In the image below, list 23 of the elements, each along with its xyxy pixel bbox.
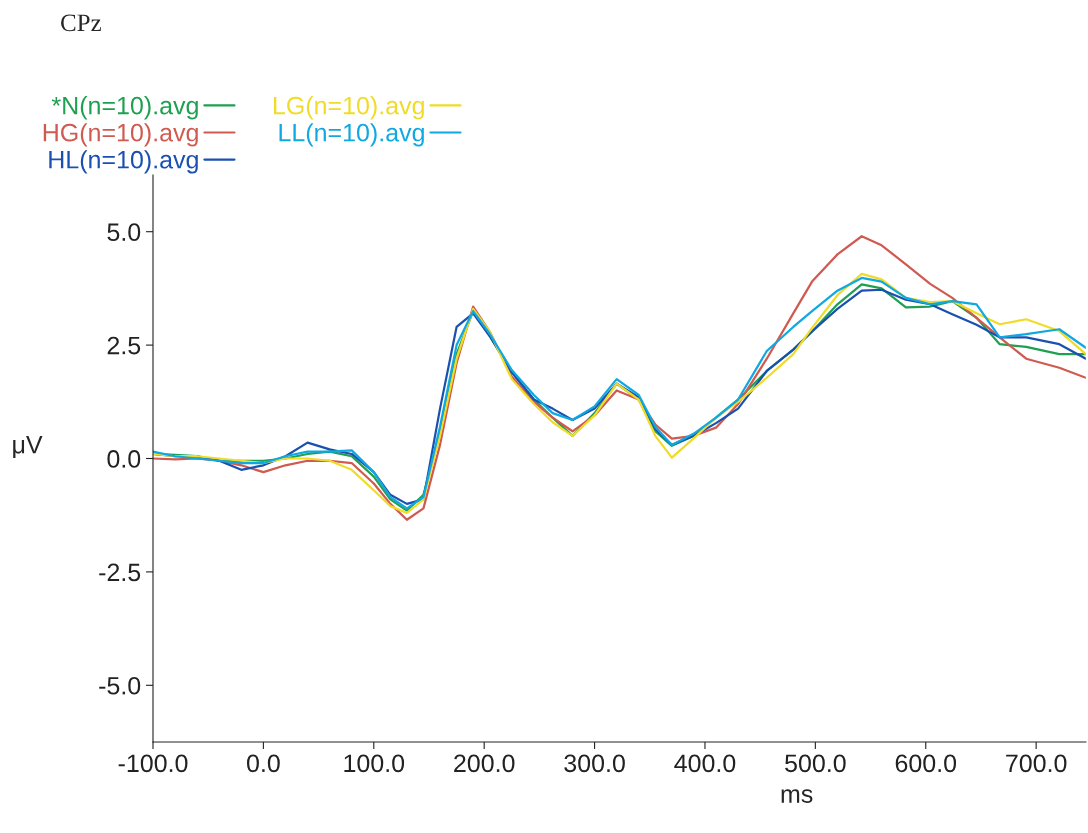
x-tick-label: 700.0	[1006, 754, 1067, 773]
y-tick-label: 0.0	[107, 450, 141, 468]
legend-label: LG(n=10).avg	[273, 96, 424, 120]
y-tick-label: 5.0	[107, 223, 141, 241]
x-tick-label: 500.0	[785, 754, 846, 773]
x-tick-label: 400.0	[674, 754, 736, 773]
legend-label: HG(n=10).avg	[43, 123, 198, 147]
x-tick-label: -100.0	[118, 754, 188, 773]
x-tick-label: 0.0	[246, 754, 280, 773]
x-tick-label: 300.0	[564, 754, 625, 773]
chart-title: CPz	[61, 14, 101, 32]
y-axis-title: μV	[13, 436, 43, 459]
legend-label: HL(n=10).avg	[49, 150, 198, 174]
y-tick-label: 2.5	[107, 336, 141, 355]
x-tick-label: 600.0	[895, 754, 957, 773]
y-tick-label: -2.5	[99, 563, 141, 582]
legend-label: LL(n=10).avg	[279, 123, 424, 147]
line-series	[153, 235, 1086, 521]
x-tick-label: 100.0	[344, 754, 405, 773]
x-axis-title: ms	[781, 789, 813, 803]
x-tick-label: 200.0	[454, 754, 515, 773]
legend-label: *N(n=10).avg	[51, 96, 198, 120]
y-tick-label: -5.0	[99, 676, 141, 695]
